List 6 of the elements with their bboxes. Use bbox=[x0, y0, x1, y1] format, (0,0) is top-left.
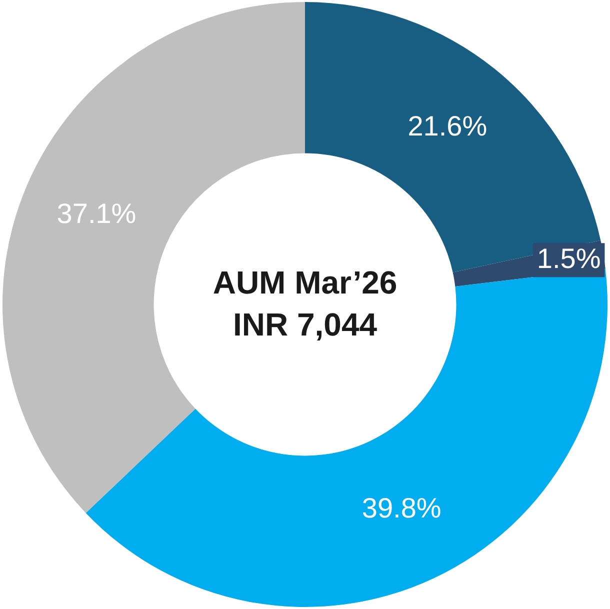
data-label: 39.8% bbox=[362, 492, 442, 524]
text: INR 7,044 bbox=[232, 306, 378, 342]
data-label: 37.1% bbox=[56, 198, 136, 229]
data-label: 1.5% bbox=[536, 242, 601, 274]
data-label: 21.6% bbox=[408, 110, 488, 142]
text: AUM Mar’26 bbox=[212, 264, 398, 300]
